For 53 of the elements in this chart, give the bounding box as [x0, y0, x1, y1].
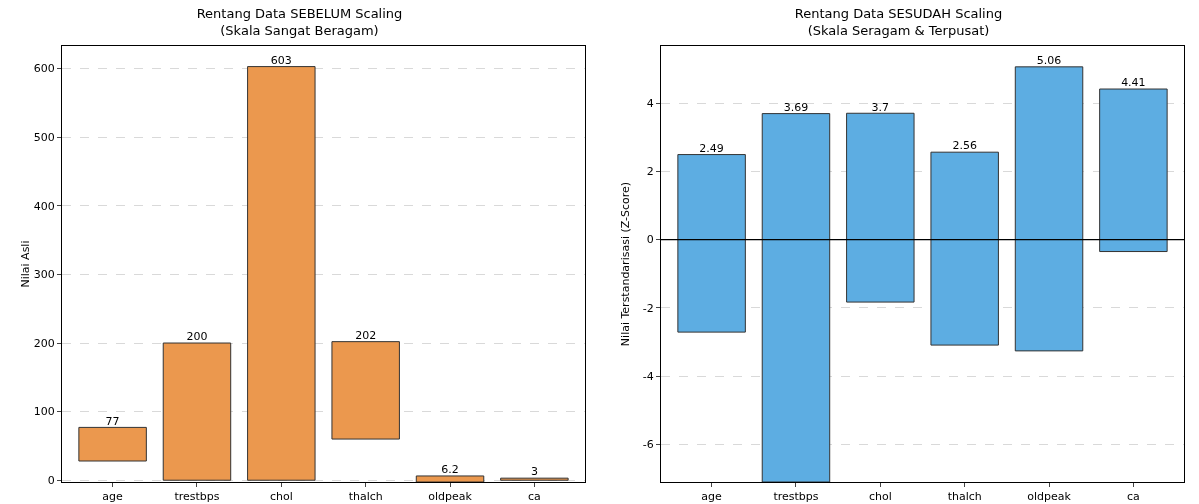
x-tick-label: ca: [1126, 490, 1140, 504]
x-tick-label: thalch: [348, 490, 383, 504]
chart-title: Rentang Data SEBELUM Scaling (Skala Sangat Beragam): [196, 5, 403, 38]
bar: [846, 112, 915, 303]
bar: [78, 426, 147, 462]
bar: [331, 341, 400, 440]
data-label: 603: [270, 53, 292, 67]
x-tick-label: age: [102, 490, 124, 504]
bar: [162, 342, 232, 481]
x-tick-label: thalch: [947, 490, 982, 504]
bar: [500, 477, 569, 481]
bar: [415, 475, 485, 482]
data-label: 2.56: [952, 139, 977, 153]
y-tick-label: -2: [642, 301, 654, 315]
data-label: 3: [530, 465, 538, 479]
x-tick-label: trestbps: [773, 490, 819, 504]
data-label: 77: [105, 414, 120, 428]
y-tick-label: -4: [642, 370, 654, 384]
y-tick-label: 2: [646, 165, 654, 179]
y-tick-label: -6: [642, 438, 654, 452]
data-label: 2.49: [699, 141, 724, 155]
y-axis-title: Nilai Terstandarisasi (Z-Score): [619, 181, 632, 347]
bar: [247, 66, 316, 481]
x-tick-label: age: [701, 490, 723, 504]
y-tick-label: 0: [47, 474, 55, 488]
chart-title: Rentang Data SESUDAH Scaling (Skala Seragam & Terpusat): [794, 5, 1003, 38]
y-tick-label: 600: [33, 62, 55, 76]
bar: [761, 113, 831, 482]
y-tick-label: 400: [33, 199, 55, 213]
bar: [1099, 88, 1168, 253]
y-tick-label: 4: [646, 96, 654, 110]
y-tick-label: 0: [646, 233, 654, 247]
x-tick-label: oldpeak: [1027, 490, 1072, 504]
data-label: 202: [355, 328, 377, 342]
bar: [677, 154, 746, 333]
data-label: 3.7: [871, 100, 890, 114]
data-label: 200: [186, 330, 208, 344]
y-tick-label: 500: [33, 131, 55, 145]
x-tick-label: ca: [527, 490, 541, 504]
x-tick-label: oldpeak: [428, 490, 473, 504]
y-tick-label: 200: [33, 336, 55, 350]
data-label: 5.06: [1036, 54, 1062, 68]
data-label: 4.41: [1121, 76, 1146, 90]
y-tick-label: 100: [33, 405, 55, 419]
x-tick-label: chol: [269, 490, 293, 504]
x-tick-label: chol: [868, 490, 892, 504]
x-tick-label: trestbps: [174, 490, 220, 504]
y-axis-title: Nilai Asli: [18, 240, 32, 288]
y-tick-label: 300: [33, 268, 55, 282]
bar: [930, 151, 999, 346]
data-label: 3.69: [783, 100, 809, 114]
bar: [1014, 66, 1084, 352]
data-label: 6.2: [441, 463, 459, 477]
